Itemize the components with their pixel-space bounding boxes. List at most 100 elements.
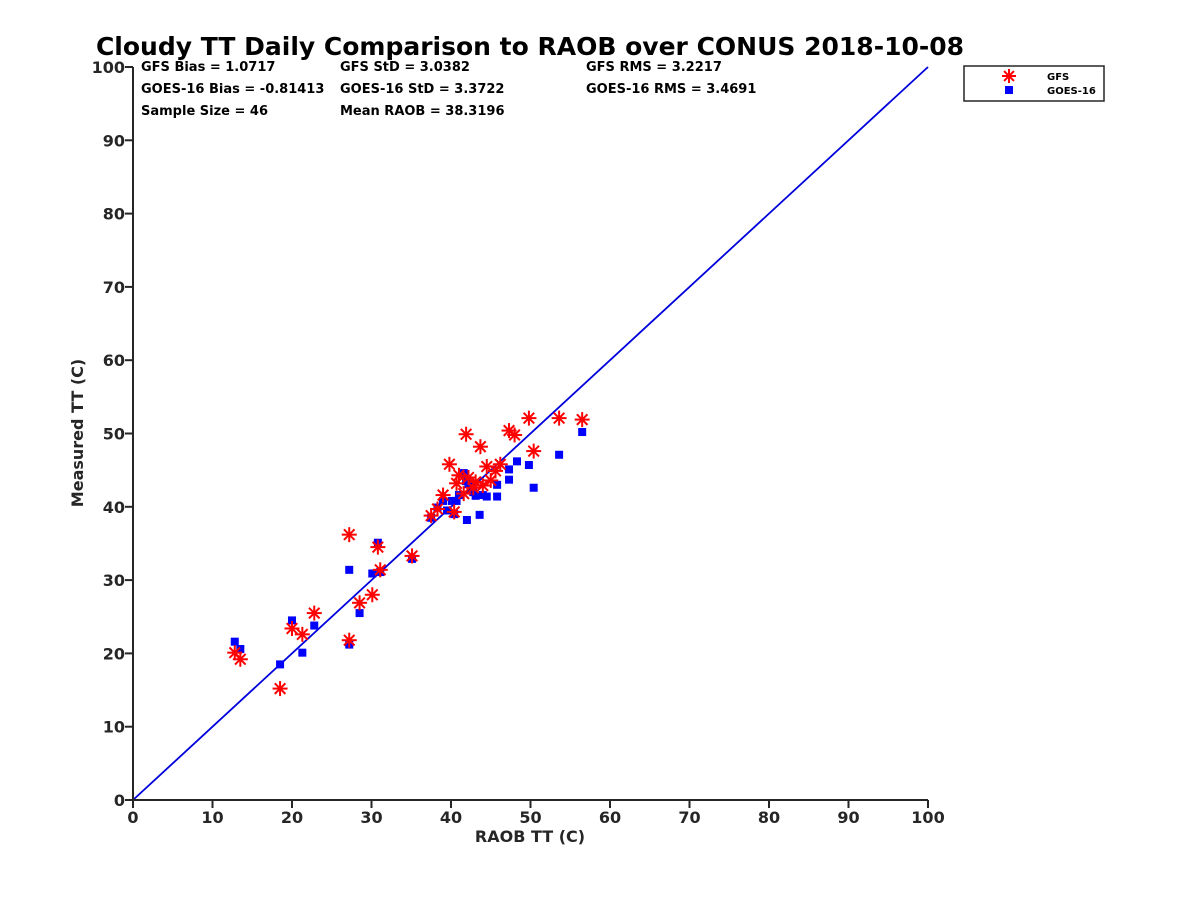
goes16-point [555,450,564,459]
gfs-point [370,539,386,555]
gfs-point [475,478,491,494]
gfs-point [372,562,388,578]
x-tick-label: 20 [281,808,303,827]
y-tick-label: 10 [103,718,125,737]
x-tick-label: 50 [519,808,541,827]
goes16-point [447,496,456,505]
y-tick-label: 70 [103,278,125,297]
x-tick-label: 40 [440,808,462,827]
tick-labels: 0 10 20 30 40 50 60 70 80 90 100 0 10 20 30 40 50 60 70 80 9… [92,58,945,827]
y-tick-label: 40 [103,498,125,517]
gfs-point [483,472,499,488]
legend-box [963,65,1105,102]
x-tick-label: 10 [201,808,223,827]
stat-text: Mean RAOB = 38.3196 [340,104,505,119]
goes16-point [493,492,502,501]
y-axis-label: Measured TT (C) [68,359,87,507]
gfs-point [521,410,537,426]
x-tick-label: 80 [758,808,780,827]
x-tick-label: 0 [127,808,138,827]
goes16-point [578,428,587,437]
gfs-point [294,626,310,642]
gfs-point [404,548,420,564]
goes16-point [512,457,521,466]
goes16-point [462,515,471,524]
gfs-point [472,439,488,455]
y-tick-label: 100 [92,58,125,77]
goes16-point [298,648,307,657]
goes16-point [288,616,296,625]
goes16-point [505,475,514,484]
reference-line-layer [132,66,929,801]
stat-text: GOES-16 RMS = 3.4691 [586,82,756,97]
gfs-point [341,527,357,543]
y-tick-label: 0 [114,791,125,810]
goes16-point [452,496,461,505]
statistics-block: GFS Bias = 1.0717 GFS StD = 3.0382 GFS RMS… [141,60,756,119]
gfs-point [429,501,445,517]
stat-text: Sample Size = 46 [141,104,268,119]
goes16-point [454,491,463,500]
data-points-layer [227,410,590,697]
gfs-point [492,456,508,472]
gfs-point [526,443,542,459]
legend-label: GFS [1047,72,1069,83]
goes16-point [310,621,319,630]
chart-title: Cloudy TT Daily Comparison to RAOB over … [96,32,964,61]
gfs-point [441,456,457,472]
gfs-series [227,410,590,697]
y-tick-label: 80 [103,205,125,224]
goes16-point [443,506,452,515]
gfs-point [306,605,322,621]
axes [125,66,929,808]
gfs-point [435,487,451,503]
goes16-point [505,465,514,474]
gfs-point [451,467,467,483]
gfs-point [341,632,357,648]
y-tick-label: 50 [103,425,125,444]
gfs-point [456,486,472,502]
goes-16-series [230,428,587,669]
goes16-point [471,491,480,500]
gfs-point [488,463,504,479]
y-tick-label: 30 [103,571,125,590]
legend-label: GOES-16 [1047,86,1096,97]
goes16-point [493,480,502,489]
gfs-point [574,412,590,428]
goes16-point [230,637,239,646]
x-tick-label: 70 [678,808,700,827]
stat-text: GFS Bias = 1.0717 [141,60,275,75]
gfs-point [551,410,567,426]
goes16-point [482,492,491,501]
gfs-point [507,427,523,443]
goes16-point [276,660,285,669]
stat-text: GOES-16 StD = 3.3722 [340,82,504,97]
gfs-point [232,651,248,667]
legend: GFS GOES-16 [963,65,1105,102]
goes16-point [236,645,245,654]
goes16-point [345,565,354,574]
gfs-point [284,620,300,636]
goes16-point [529,483,538,492]
x-axis-label: RAOB TT (C) [475,827,585,846]
x-tick-label: 100 [911,808,944,827]
gfs-point [364,587,380,603]
gfs-point [458,426,474,442]
gfs-point [272,681,288,697]
y-tick-label: 90 [103,131,125,150]
gfs-point [446,504,462,520]
y-tick-label: 60 [103,351,125,370]
gfs-point [468,474,484,490]
goes16-point [524,461,533,470]
goes16-point [475,510,484,519]
gfs-point [352,595,368,611]
y-tick-label: 20 [103,644,125,663]
goes16-point [368,569,377,578]
legend-goes16-marker [1005,86,1013,94]
stat-text: GFS StD = 3.0382 [340,60,470,75]
stat-text: GFS RMS = 3.2217 [586,60,722,75]
goes16-point [355,609,364,618]
legend-gfs-marker [1002,69,1016,83]
stat-text: GOES-16 Bias = -0.81413 [141,82,324,97]
